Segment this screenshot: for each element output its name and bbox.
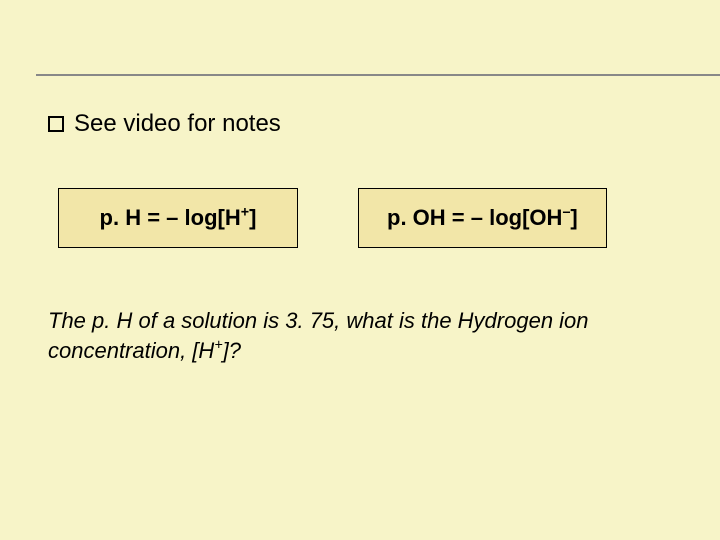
ph-prefix: p. H = — [100, 205, 167, 230]
ph-sup: + — [241, 205, 249, 221]
question-line2a: concentration, [H — [48, 338, 214, 363]
poh-close: ] — [570, 205, 577, 230]
question-line1: The p. H of a solution is 3. 75, what is… — [48, 308, 589, 333]
poh-minus: – — [471, 205, 483, 230]
poh-log: log[OH — [483, 205, 562, 230]
ph-minus: – — [166, 205, 178, 230]
formula-row: p. H = – log[H+] p. OH = – log[OH–] — [48, 188, 672, 248]
bullet-text: See video for notes — [74, 110, 281, 138]
formula-ph: p. H = – log[H+] — [100, 205, 257, 230]
question-sup: + — [214, 338, 222, 354]
question-line2b: ]? — [223, 338, 241, 363]
bullet-square-icon — [48, 116, 64, 132]
slide-content: See video for notes p. H = – log[H+] p. … — [48, 110, 672, 366]
ph-log: log[H — [178, 205, 240, 230]
bullet-line: See video for notes — [48, 110, 672, 138]
question-text: The p. H of a solution is 3. 75, what is… — [48, 306, 672, 365]
poh-prefix: p. OH = — [387, 205, 471, 230]
top-divider — [36, 74, 720, 76]
formula-box-ph: p. H = – log[H+] — [58, 188, 298, 248]
formula-box-poh: p. OH = – log[OH–] — [358, 188, 607, 248]
ph-close: ] — [249, 205, 256, 230]
formula-poh: p. OH = – log[OH–] — [387, 205, 578, 230]
